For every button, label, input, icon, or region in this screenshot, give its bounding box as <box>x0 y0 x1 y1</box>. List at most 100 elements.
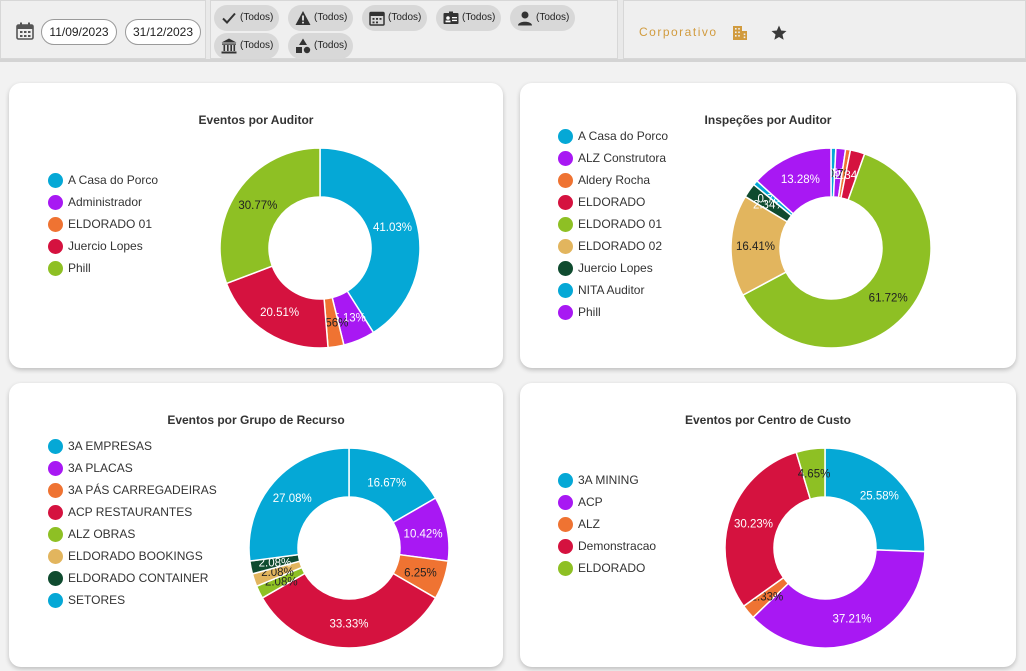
filter-value: (Todos) <box>240 40 274 51</box>
slice-value-label: 33.33% <box>329 619 368 631</box>
legend-dot <box>48 217 63 232</box>
legend-label: Demonstracao <box>578 539 657 553</box>
legend-label: ELDORADO <box>578 561 646 575</box>
legend-label: ACP <box>578 495 603 509</box>
slice-value-label: 16.41% <box>736 241 775 253</box>
donut-slice[interactable] <box>741 152 932 349</box>
donut-slice[interactable] <box>795 447 826 501</box>
legend-dot <box>558 129 573 144</box>
chart-title: Eventos por Centro de Custo <box>684 413 851 427</box>
severity-filter-button[interactable]: (Todos) <box>288 5 354 31</box>
user-filter-button[interactable]: (Todos) <box>510 5 576 31</box>
star-icon[interactable] <box>770 24 788 42</box>
legend-dot <box>558 561 573 576</box>
legend-dot <box>48 549 63 564</box>
check-icon <box>222 12 236 24</box>
legend-dot <box>558 495 573 510</box>
donut-chart: 25.58%37.21%2.33%30.23%4.65% <box>724 447 926 649</box>
filter-value: (Todos) <box>314 40 348 51</box>
legend-dot <box>48 483 63 498</box>
legend-dot <box>48 439 63 454</box>
donut-chart: 0.78%1.56%0.78%2.34%61.72%16.41%2.34%0.7… <box>730 147 932 349</box>
donut-slice[interactable] <box>824 447 926 553</box>
filter-value: (Todos) <box>536 12 570 23</box>
legend-dot <box>48 505 63 520</box>
legend-dot <box>558 195 573 210</box>
legend-label: 3A MINING <box>578 473 639 487</box>
legend-label: A Casa do Porco <box>578 129 669 143</box>
slice-value-label: 25.58% <box>860 491 899 503</box>
legend-dot <box>48 461 63 476</box>
id-filter-button[interactable]: (Todos) <box>436 5 502 31</box>
legend-dot <box>558 173 573 188</box>
slice-value-label: 41.03% <box>373 222 412 234</box>
date-range-panel: 11/09/2023 31/12/2023 <box>0 0 206 59</box>
calendar-icon <box>16 22 34 40</box>
donut-slice[interactable] <box>261 572 437 649</box>
legend-label: ACP RESTAURANTES <box>68 505 193 519</box>
legend-label: ELDORADO CONTAINER <box>68 571 209 585</box>
slice-value-label: 6.25% <box>404 567 437 579</box>
chart-card-events-by-resource-group: Eventos por Grupo de Recurso 3A EMPRESAS… <box>9 383 503 667</box>
bank-icon <box>221 38 237 54</box>
legend-label: SETORES <box>68 593 126 607</box>
filter-value: (Todos) <box>314 12 348 23</box>
chart-card-inspections-by-auditor: Inspeções por Auditor A Casa do Porco AL… <box>520 83 1016 368</box>
slice-value-label: 27.08% <box>273 493 312 505</box>
legend-dot <box>48 239 63 254</box>
legend-label: Aldery Rocha <box>578 173 651 187</box>
corporate-label: Corporativo <box>639 25 718 39</box>
legend-dot <box>48 571 63 586</box>
start-date-input[interactable]: 11/09/2023 <box>41 19 117 45</box>
donut-slice[interactable] <box>319 147 421 334</box>
building-icon[interactable] <box>732 25 748 41</box>
donut-slice[interactable] <box>755 147 832 215</box>
legend-dot <box>48 527 63 542</box>
legend-label: Administrador <box>68 195 143 209</box>
legend-dot <box>558 151 573 166</box>
filter-value: (Todos) <box>388 12 422 23</box>
status-filter-button[interactable]: (Todos) <box>214 5 280 31</box>
legend-label: ELDORADO 02 <box>578 239 663 253</box>
period-filter-button[interactable]: (Todos) <box>362 5 428 31</box>
legend-label: Juercio Lopes <box>68 239 143 253</box>
warning-icon <box>295 11 311 25</box>
legend-label: Juercio Lopes <box>578 261 653 275</box>
slice-value-label: 4.65% <box>798 468 831 480</box>
legend-dot <box>558 305 573 320</box>
legend-dot <box>48 195 63 210</box>
legend-dot <box>558 217 573 232</box>
legend-label: 3A PLACAS <box>68 461 133 475</box>
slice-value-label: 30.77% <box>238 200 277 212</box>
end-date-input[interactable]: 31/12/2023 <box>125 19 201 45</box>
donut-slice[interactable] <box>724 451 812 608</box>
slice-value-label: 5.13% <box>333 312 366 324</box>
corporate-panel: Corporativo <box>623 0 1026 59</box>
category-filter-button[interactable]: (Todos) <box>288 33 354 59</box>
donut-slice[interactable] <box>219 147 321 285</box>
slice-value-label: 2.08% <box>259 558 292 570</box>
slice-value-label: 61.72% <box>869 292 908 304</box>
legend-dot <box>558 239 573 254</box>
legend-dot <box>558 473 573 488</box>
donut-slice[interactable] <box>751 549 926 649</box>
legend-label: ALZ OBRAS <box>68 527 136 541</box>
legend-label: ALZ <box>578 517 601 531</box>
legend-dot <box>48 261 63 276</box>
slice-value-label: 10.42% <box>404 528 443 540</box>
legend-label: NITA Auditor <box>578 283 645 297</box>
chart-card-events-by-auditor: Eventos por Auditor A Casa do Porco Admi… <box>9 83 503 368</box>
filter-bar: 11/09/2023 31/12/2023 (Todos) (Todos) (T… <box>0 0 1026 62</box>
slice-value-label: 30.23% <box>734 519 773 531</box>
filter-value: (Todos) <box>462 12 496 23</box>
institution-filter-button[interactable]: (Todos) <box>214 33 280 59</box>
legend-label: ALZ Construtora <box>578 151 667 165</box>
calendar-icon <box>369 11 385 26</box>
chart-title: Inspeções por Auditor <box>704 113 832 127</box>
donut-slice[interactable] <box>248 447 350 562</box>
slicer-panel: (Todos) (Todos) (Todos) (Todos) (Todos) … <box>210 0 618 59</box>
chart-card-events-by-cost-center: Eventos por Centro de Custo 3A MINING AC… <box>520 383 1016 667</box>
legend-dot <box>48 173 63 188</box>
legend-dot <box>558 539 573 554</box>
chart-title: Eventos por Grupo de Recurso <box>167 413 345 427</box>
